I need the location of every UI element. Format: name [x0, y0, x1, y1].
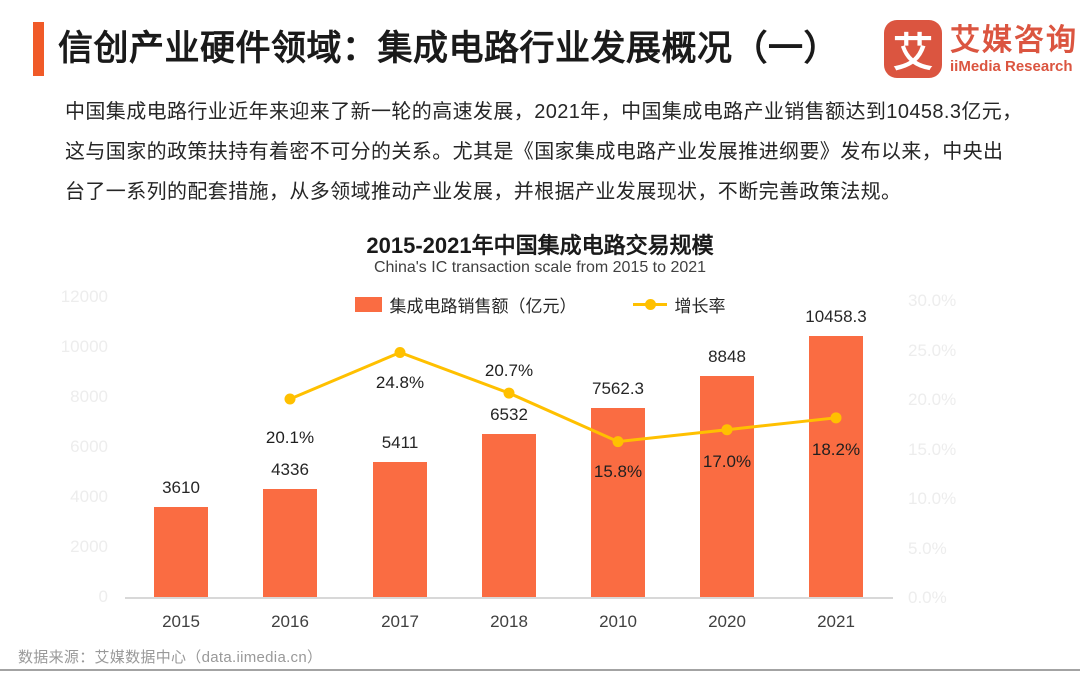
- bar: [700, 375, 754, 597]
- growth-rate-label: 17.0%: [702, 451, 752, 471]
- left-axis-tick: 10000: [60, 337, 108, 356]
- intro-line: 这与国家的政策扶持有着密不可分的关系。尤其是《国家集成电路产业发展推进纲要》发布…: [65, 141, 1004, 163]
- right-axis-tick: 30.0%: [908, 291, 957, 310]
- x-axis-label: 2017: [381, 612, 419, 631]
- footer-divider: [0, 669, 1080, 671]
- bar-value-label: 6532: [490, 404, 528, 424]
- line-point: [284, 393, 296, 405]
- left-axis-tick: 6000: [70, 437, 108, 456]
- legend-item-sales: 集成电路销售额（亿元）: [354, 292, 577, 317]
- intro-paragraph: 中国集成电路行业近年来迎来了新一轮的高速发展，2021年，中国集成电路产业销售额…: [65, 92, 1040, 212]
- bar-value-label: 5411: [381, 432, 419, 452]
- bar: [482, 433, 536, 597]
- data-source-note: 数据来源：艾媒数据中心（data.iimedia.cn）: [18, 649, 323, 666]
- logo-brand-cn: 艾媒咨询: [950, 24, 1078, 57]
- growth-rate-label: 18.2%: [811, 439, 861, 459]
- right-axis-tick: 10.0%: [908, 489, 957, 508]
- right-axis-tick: 5.0%: [908, 538, 947, 558]
- left-axis-tick: 12000: [60, 287, 108, 306]
- right-axis-tick: 20.0%: [908, 390, 957, 409]
- line-point: [830, 412, 842, 424]
- line-point: [612, 436, 624, 448]
- bar-series-swatch-icon: [354, 297, 382, 312]
- iimedia-logo-icon: 艾: [884, 20, 942, 78]
- bar: [809, 335, 863, 597]
- line-point: [503, 387, 515, 399]
- intro-line: 中国集成电路行业近年来迎来了新一轮的高速发展，2021年，中国集成电路产业销售额…: [65, 101, 1023, 123]
- legend-label-growth: 增长率: [674, 297, 726, 316]
- x-axis-label: 2015: [162, 612, 200, 631]
- bar-value-label: 3610: [162, 477, 200, 497]
- bar: [154, 506, 208, 597]
- legend-item-growth: 增长率: [632, 292, 726, 317]
- bar-value-label: 7562.3: [592, 378, 644, 398]
- x-axis-line: [125, 597, 893, 599]
- x-axis-label: 2020: [708, 612, 746, 631]
- left-axis-tick: 0: [98, 587, 108, 606]
- growth-rate-label: 20.1%: [265, 428, 315, 447]
- chart-legend: 集成电路销售额（亿元） 增长率: [0, 292, 1080, 317]
- growth-rate-label: 20.7%: [484, 361, 534, 381]
- right-axis-tick: 15.0%: [908, 439, 957, 459]
- page-title: 信创产业硬件领域：集成电路行业发展概况（一）: [58, 29, 840, 68]
- line-point: [394, 346, 406, 358]
- bar: [373, 461, 427, 597]
- growth-rate-label: 24.8%: [375, 373, 425, 393]
- line-point: [721, 424, 733, 436]
- bar-value-label: 4336: [271, 459, 309, 479]
- bar-value-label: 8848: [708, 346, 746, 366]
- right-axis-tick: 25.0%: [908, 340, 957, 360]
- legend-label-sales: 集成电路销售额（亿元）: [389, 297, 577, 316]
- x-axis-label: 2016: [271, 612, 309, 631]
- chart-title: 2015-2021年中国集成电路交易规模: [366, 233, 714, 258]
- title-accent-bar: [33, 22, 44, 76]
- x-axis-label: 2018: [490, 612, 528, 631]
- x-axis-label: 2010: [599, 612, 637, 631]
- chart-subtitle: China's IC transaction scale from 2015 t…: [373, 259, 707, 276]
- intro-line: 台了一系列的配套措施，从多领域推动产业发展，并根据产业发展现状，不断完善政策法规…: [65, 181, 902, 203]
- logo-brand-en: iiMedia Research: [950, 58, 1073, 75]
- left-axis-tick: 4000: [70, 487, 108, 506]
- left-axis-tick: 2000: [70, 537, 108, 556]
- line-series-swatch-icon: [632, 299, 667, 310]
- iimedia-logo-text: 艾媒咨询 iiMedia Research: [950, 20, 1078, 76]
- growth-rate-label: 15.8%: [593, 461, 643, 481]
- left-axis-tick: 8000: [70, 387, 108, 406]
- x-axis-label: 2021: [817, 612, 855, 631]
- right-axis-tick: 0.0%: [908, 588, 947, 607]
- bar: [263, 488, 317, 597]
- bar-value-label: 10458.3: [805, 306, 867, 326]
- iimedia-logo: 艾 艾媒咨询 iiMedia Research: [884, 20, 1078, 78]
